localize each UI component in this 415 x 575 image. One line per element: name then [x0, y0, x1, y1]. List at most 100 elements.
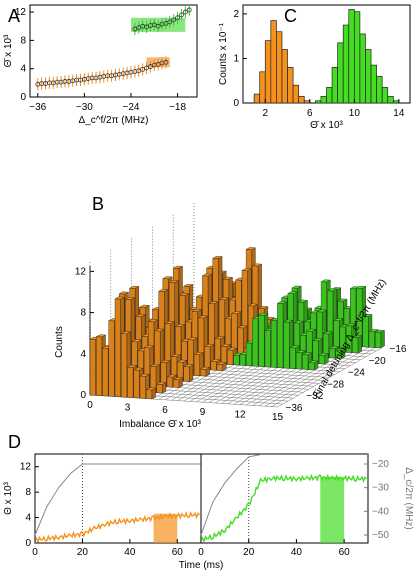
histogram-bar — [108, 320, 115, 397]
detuning-curve — [34, 463, 201, 536]
histogram-bar — [345, 325, 352, 353]
bar-side — [380, 330, 385, 349]
y-tick-label: 4 — [25, 513, 31, 524]
histogram-bar — [381, 87, 389, 104]
data-point — [167, 19, 173, 25]
histogram-bar — [96, 336, 103, 396]
y-tick-label: 8 — [20, 35, 26, 46]
histogram-bar — [166, 376, 173, 388]
y2-tick-label: −20 — [372, 459, 389, 470]
histogram-bar — [315, 100, 322, 104]
x-tick-label: 10 — [349, 108, 361, 119]
histogram-bar — [387, 95, 394, 104]
histogram-bar — [298, 95, 305, 104]
x-tick-label: −36 — [29, 102, 46, 113]
histogram-bar — [276, 31, 283, 104]
x-tick-label: 6 — [307, 108, 313, 119]
histogram-bar — [216, 363, 223, 371]
y-axis-label: Counts x 10⁻¹ — [218, 22, 229, 85]
data-point — [163, 59, 169, 65]
y-tick-label: 4 — [20, 64, 26, 75]
histogram-bar — [368, 331, 375, 348]
x-tick-label: 60 — [172, 547, 184, 558]
y-tick-label: 1 — [233, 53, 239, 64]
panel-label-a: A — [8, 6, 20, 26]
histogram-bar — [348, 9, 355, 104]
histogram-bar — [102, 347, 109, 397]
y-tick-label: 0 — [20, 92, 26, 103]
histogram-bar — [193, 354, 200, 376]
y-tick-label: 4 — [80, 349, 86, 360]
y2-tick-label: −50 — [372, 530, 389, 541]
y-tick-label: 12 — [20, 462, 32, 473]
plot-frame — [200, 453, 369, 544]
y-tick-label: 8 — [80, 308, 86, 319]
z-tick-label: −28 — [327, 379, 344, 390]
histogram-bar — [292, 84, 300, 104]
x-axis-label: Δ_c^f/2π (MHz) — [79, 115, 149, 126]
x-tick-label: 3 — [125, 402, 131, 413]
panel-label-c: C — [284, 6, 297, 26]
histogram-bar — [303, 100, 311, 104]
x-axis-label: Imbalance Θ̄ x 10³ — [119, 419, 201, 430]
z-tick-label: −36 — [286, 403, 303, 414]
histogram-bar — [359, 33, 366, 104]
x-tick-label: −30 — [76, 102, 93, 113]
x-tick-label: 15 — [272, 412, 284, 423]
histogram-bar — [277, 303, 284, 369]
histogram-bar — [281, 49, 288, 104]
bar-side — [189, 364, 194, 383]
histogram-bar — [245, 342, 252, 367]
x-tick-label: 20 — [243, 547, 255, 558]
histogram-bar — [210, 361, 217, 371]
y-axis-label: Counts — [54, 326, 65, 358]
histogram-bar — [173, 379, 180, 388]
z-tick-label: −24 — [348, 368, 365, 379]
plot-frame — [29, 4, 198, 98]
histogram-bar — [127, 366, 134, 398]
histogram-bar — [287, 67, 294, 104]
x-tick-label: 6 — [162, 405, 168, 416]
histogram-bar — [220, 346, 227, 365]
histogram-bar — [353, 11, 361, 104]
grid-line — [264, 346, 370, 407]
histogram-bar — [295, 352, 302, 370]
y2-tick-label: −30 — [372, 483, 389, 494]
histogram-bar — [239, 354, 246, 366]
histogram-bar — [258, 314, 265, 367]
histogram-bar — [233, 354, 240, 366]
histogram-bar — [227, 349, 234, 365]
histogram-bar — [253, 93, 261, 104]
y-axis-label: Θ x 10³ — [3, 481, 14, 514]
histogram-bar — [312, 340, 319, 364]
bar-side — [357, 335, 362, 354]
theta-trace — [200, 473, 368, 544]
x-tick-label: 12 — [234, 410, 246, 421]
x-tick-label: 2 — [262, 108, 268, 119]
detuning-curve — [200, 454, 368, 536]
x-tick-label: 0 — [198, 547, 204, 558]
y-tick-label: 2 — [233, 9, 239, 20]
x-tick-label: 60 — [339, 547, 351, 558]
histogram-bar — [114, 298, 121, 398]
averaging-window — [320, 476, 345, 543]
histogram-bar — [329, 348, 336, 359]
histogram-bar — [89, 338, 96, 396]
y-tick-label: 0 — [233, 98, 239, 109]
y2-tick-label: −40 — [372, 506, 389, 517]
data-point — [171, 17, 177, 23]
x-axis-label: Time (ms) — [179, 560, 224, 571]
histogram-bar — [264, 330, 271, 368]
x-tick-label: 9 — [200, 407, 206, 418]
z-tick-label: −20 — [369, 356, 386, 367]
y2-axis-label: Δ_c/2π (MHz) — [403, 467, 414, 529]
theta-trace — [34, 511, 201, 544]
grid-line — [258, 346, 363, 407]
histogram-bar — [392, 100, 400, 104]
histogram-bar — [259, 71, 266, 104]
histogram-bar — [352, 336, 359, 354]
y-tick-label: 0 — [25, 538, 31, 549]
histogram-bar — [318, 354, 325, 365]
histogram-bar — [375, 331, 382, 349]
x-tick-label: −24 — [122, 102, 139, 113]
